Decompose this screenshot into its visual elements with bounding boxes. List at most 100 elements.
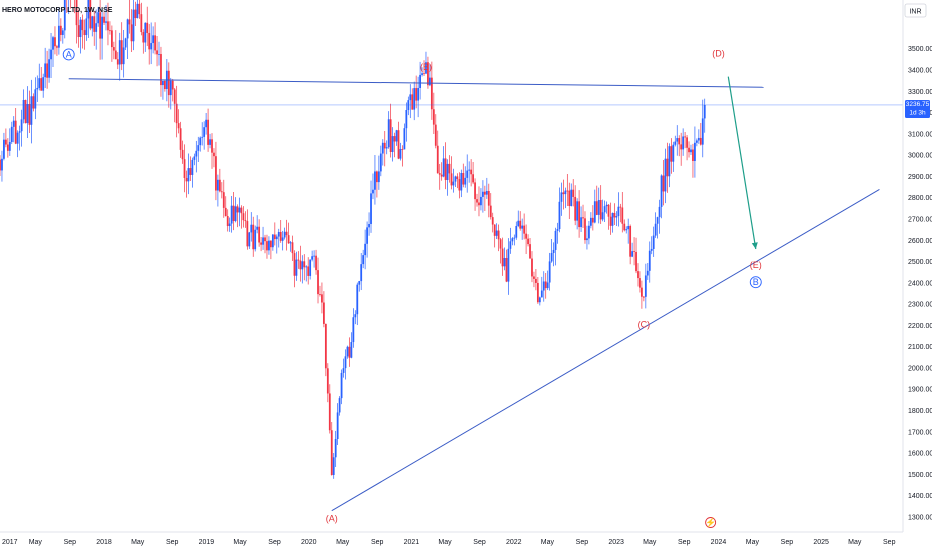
candle-body: [271, 234, 274, 248]
candle-body: [536, 282, 539, 303]
candle-body: [639, 278, 641, 288]
time-tick-label: 2022: [506, 539, 522, 546]
candle-body: [224, 207, 227, 217]
candle-body: [564, 190, 567, 195]
wave-label: (C): [638, 320, 651, 330]
candle-body: [411, 94, 414, 110]
candle-body: [152, 35, 155, 44]
time-tick-label: Sep: [781, 539, 794, 546]
candle-body: [385, 147, 388, 149]
symbol-title[interactable]: HERO MOTOCORP LTD, 1W, NSE: [2, 7, 113, 14]
candle-body: [75, 0, 78, 26]
candle-body: [336, 412, 339, 440]
candle-body: [244, 220, 247, 222]
last-price-value: 3236.75: [906, 101, 930, 108]
candle-body: [6, 144, 9, 151]
candle-body: [584, 218, 586, 241]
time-tick-label: Sep: [166, 539, 179, 546]
trendline: [68, 78, 764, 88]
time-axis[interactable]: 2017 May Sep 2018 May Sep 2019 May Sep 2020 May Sep…: [0, 531, 903, 546]
candle-body: [430, 77, 433, 110]
candle-body: [209, 139, 211, 145]
candle-body: [362, 255, 365, 265]
candle-body: [4, 139, 7, 145]
candle-body: [366, 227, 368, 244]
price-tick-label: 2000.00: [908, 365, 932, 372]
candle-body: [464, 177, 467, 185]
candle-body: [374, 171, 376, 190]
candle-body: [303, 261, 306, 268]
candle-body: [193, 156, 196, 160]
candle-body: [495, 230, 498, 236]
time-tick-label: May: [233, 539, 247, 546]
price-tick-label: 3000.00: [908, 153, 932, 160]
price-tick-label: 1700.00: [908, 429, 932, 436]
candle-body: [216, 179, 219, 191]
candle-body: [609, 216, 612, 226]
candle-body: [173, 89, 176, 104]
candle-body: [183, 159, 186, 178]
wave-label: B: [753, 277, 759, 287]
candle-body: [440, 174, 443, 177]
candle-body: [674, 141, 677, 145]
candle-body: [417, 87, 420, 101]
candle-body: [264, 237, 266, 242]
candle-body: [256, 226, 259, 230]
candle-body: [18, 131, 21, 133]
candle-body: [497, 230, 500, 240]
candle-body: [187, 168, 190, 182]
candle-body: [454, 176, 457, 182]
candle-body: [334, 439, 337, 458]
candle-body: [12, 120, 15, 127]
candle-body: [460, 173, 463, 191]
candle-body: [46, 63, 49, 78]
candle-body: [321, 294, 323, 303]
candle-body: [507, 248, 510, 282]
candle-body: [552, 249, 555, 254]
candle-body: [527, 238, 529, 245]
event-marker-circle: [705, 517, 717, 528]
candle-body: [432, 109, 435, 125]
candle-body: [317, 270, 319, 295]
candle-body: [505, 258, 508, 282]
candle-body: [352, 317, 355, 343]
candle-body: [99, 12, 102, 39]
candle-body: [684, 136, 687, 138]
currency-button[interactable]: INR: [904, 3, 927, 18]
candle-body: [558, 201, 561, 230]
candle-body: [160, 54, 162, 86]
candle-body: [311, 256, 314, 260]
candle-body: [446, 163, 449, 181]
candle-body: [124, 38, 127, 48]
price-tick-label: 2700.00: [908, 216, 932, 223]
candle-body: [562, 192, 565, 195]
candle-body: [637, 271, 639, 279]
candle-body: [340, 372, 343, 399]
candle-body: [611, 212, 614, 226]
candle-body: [405, 110, 408, 129]
candle-body: [77, 25, 80, 38]
candle-body: [59, 25, 62, 35]
candle-body: [266, 241, 268, 251]
candle-body: [8, 142, 11, 151]
candle-body: [171, 80, 174, 90]
candle-body: [116, 59, 119, 65]
trendline: [331, 188, 880, 512]
price-tick-label: 2300.00: [908, 302, 932, 309]
candle-body: [215, 156, 217, 191]
candle-body: [326, 368, 329, 394]
currency-button-frame: [904, 3, 927, 18]
candle-body: [97, 12, 100, 24]
candle-body: [238, 207, 241, 213]
candle-body: [662, 175, 665, 192]
candle-body: [81, 19, 84, 31]
candle-body: [24, 99, 27, 124]
candle-body: [205, 119, 208, 128]
candle-body: [619, 206, 622, 208]
candle-body: [197, 145, 200, 151]
candle-body: [364, 243, 367, 256]
candle-body: [379, 153, 382, 172]
bar-countdown: 1d 3h: [909, 109, 926, 116]
